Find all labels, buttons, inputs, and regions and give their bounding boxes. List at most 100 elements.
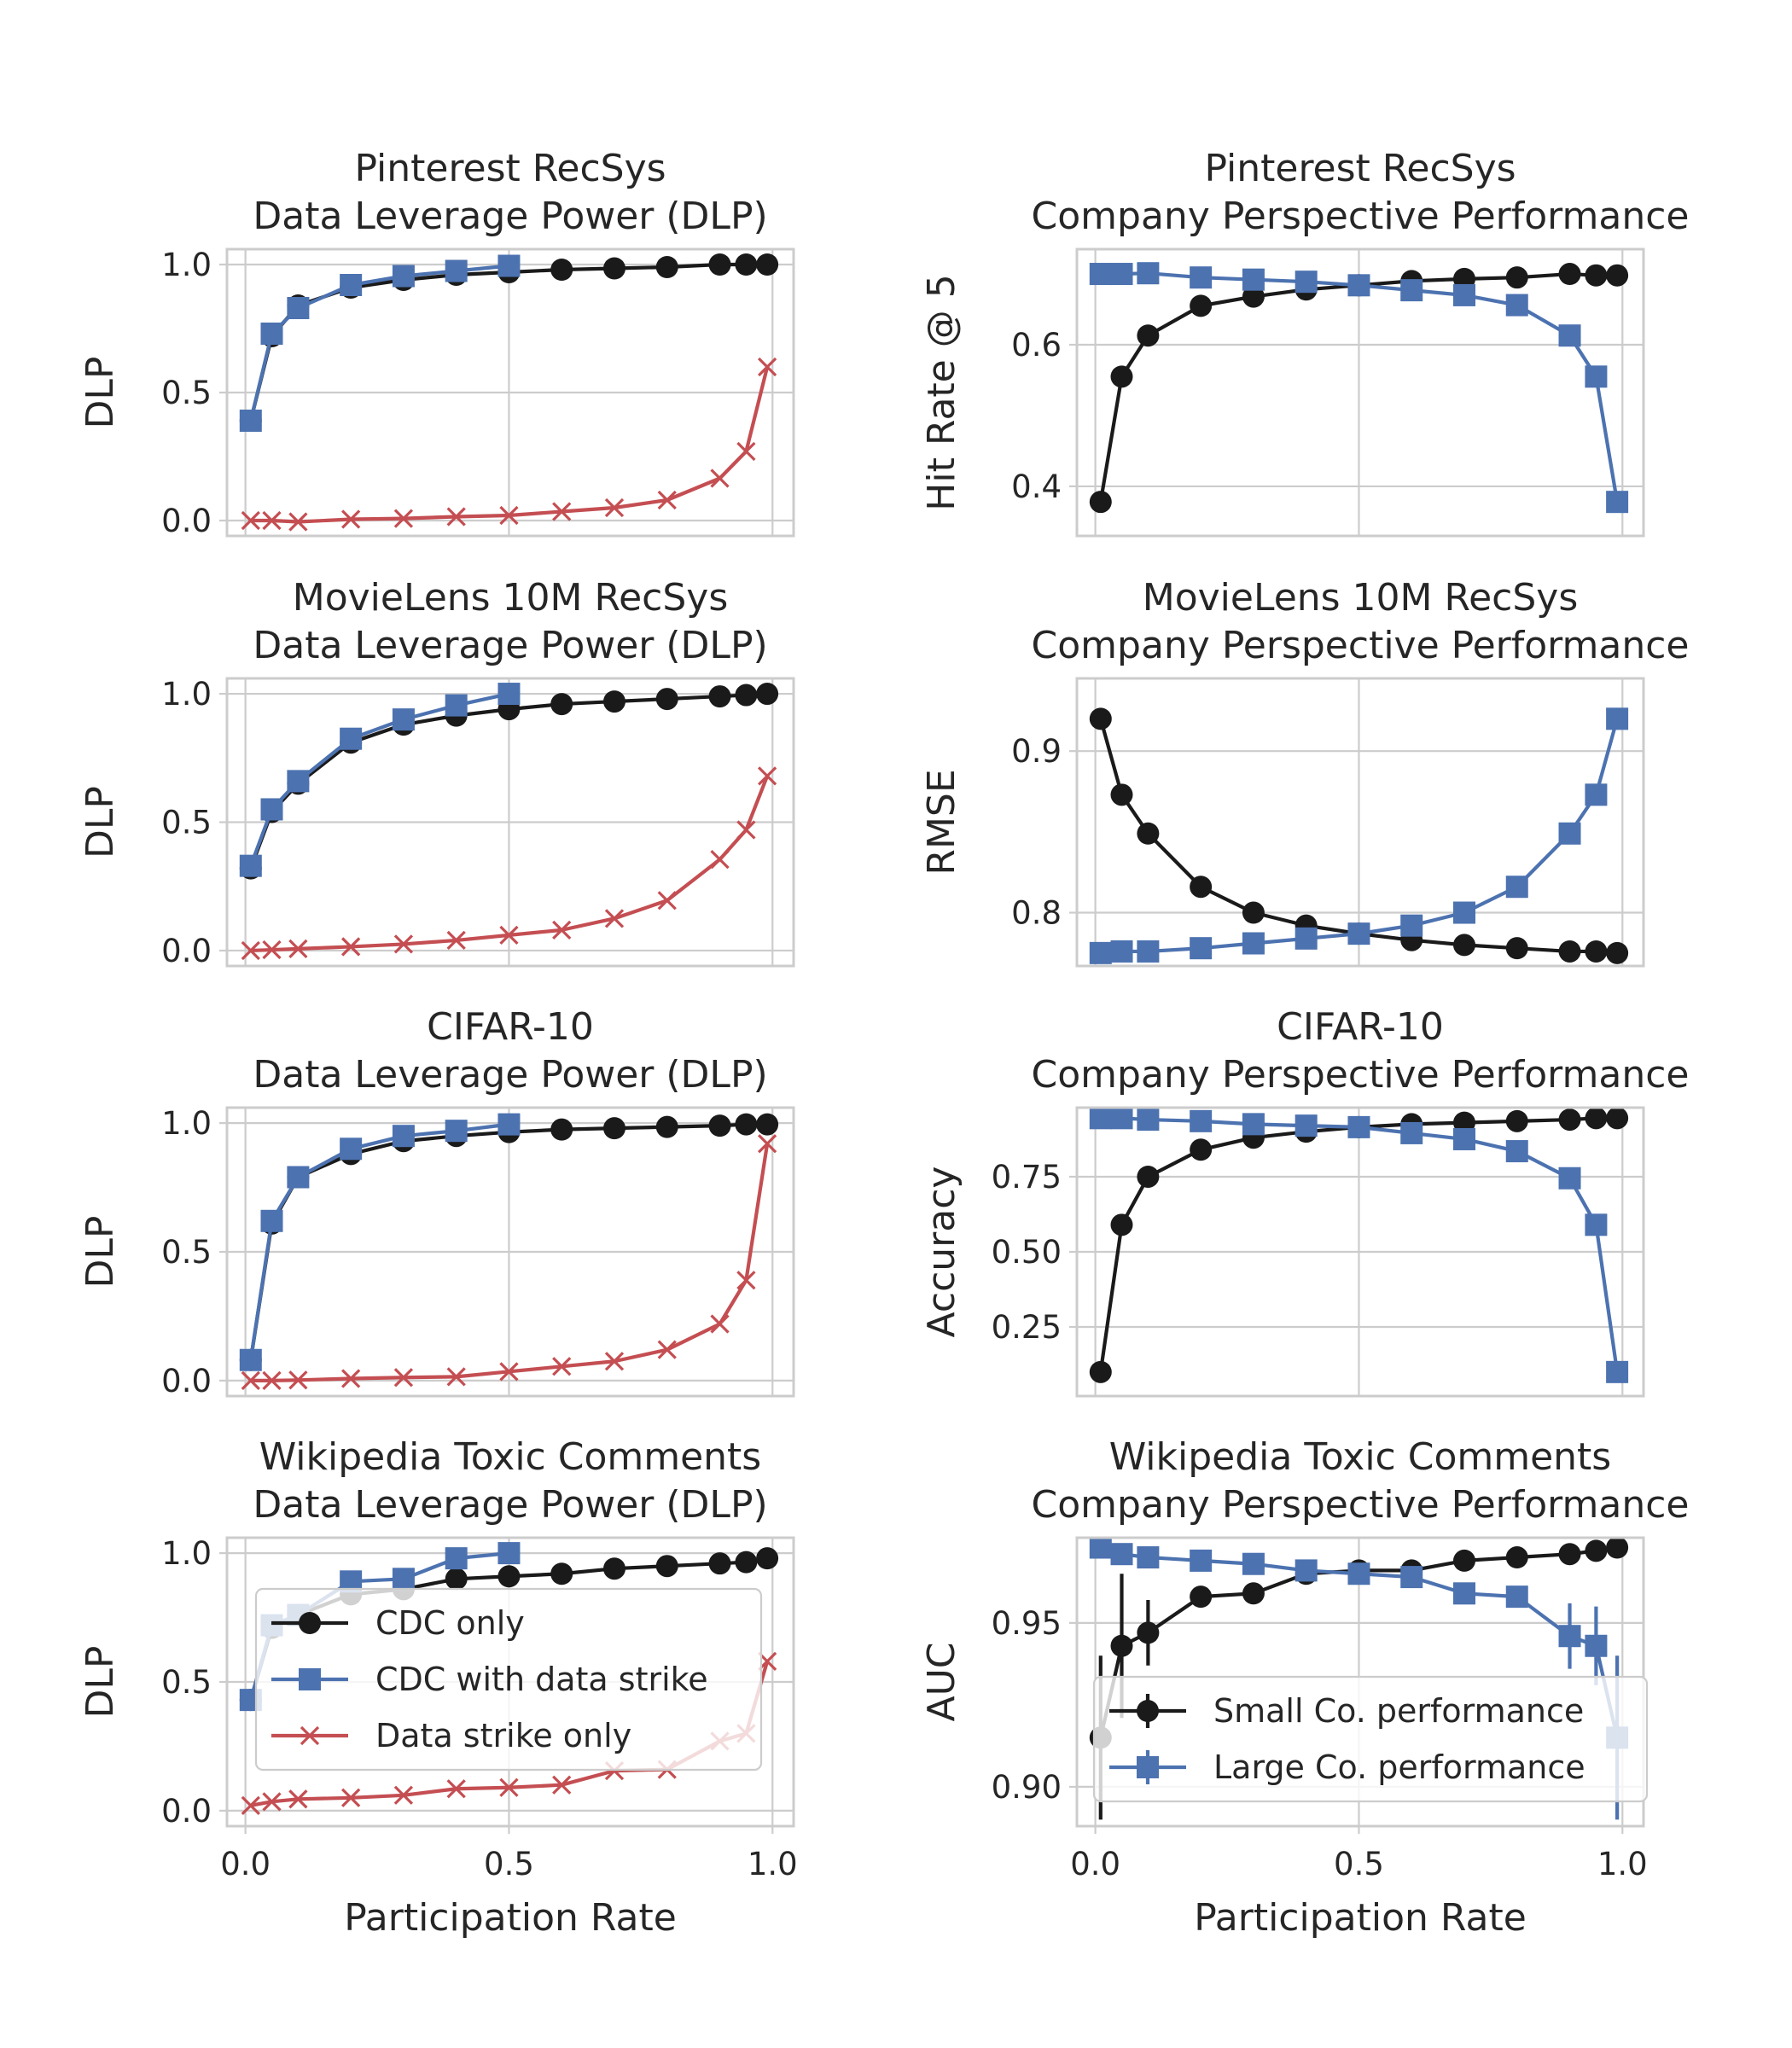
data-point — [655, 688, 678, 711]
y-axis-label: Accuracy — [920, 1167, 963, 1338]
data-point — [1089, 941, 1112, 964]
data-point — [288, 1370, 308, 1390]
data-point — [1242, 285, 1265, 308]
data-point — [1110, 1107, 1133, 1130]
legend-label: CDC with data strike — [375, 1661, 708, 1698]
subplot-title: Company Perspective Performance — [1032, 1483, 1690, 1527]
data-point — [550, 693, 573, 716]
data-point — [1452, 1127, 1475, 1150]
data-point — [392, 1568, 415, 1591]
data-point — [1585, 365, 1608, 388]
plot-frame — [1075, 677, 1645, 968]
data-point — [1295, 1559, 1318, 1582]
data-point — [1110, 783, 1133, 806]
data-point — [262, 1370, 282, 1391]
data-point — [1505, 266, 1528, 289]
plot-frame — [1075, 1106, 1645, 1398]
data-point — [655, 1115, 678, 1138]
data-point — [1585, 264, 1608, 287]
data-point — [1137, 940, 1160, 963]
data-point — [757, 766, 777, 786]
data-point — [239, 410, 262, 432]
data-point — [340, 1137, 363, 1161]
data-point — [262, 1792, 282, 1812]
data-point — [1242, 932, 1265, 955]
data-point — [1137, 1621, 1160, 1644]
data-point — [1190, 1138, 1213, 1161]
data-point — [655, 256, 678, 278]
plot-frame — [1075, 247, 1645, 538]
series-3 — [241, 1134, 777, 1391]
data-point — [1137, 822, 1160, 845]
data-point — [241, 940, 260, 961]
data-point — [708, 253, 731, 276]
data-point — [1110, 1213, 1133, 1236]
series-line — [248, 1122, 509, 1361]
data-point — [340, 727, 363, 750]
y-tick-label: 1.0 — [161, 1105, 212, 1142]
data-point — [1110, 1543, 1133, 1566]
data-point — [1452, 283, 1475, 306]
data-point — [446, 1779, 466, 1799]
y-axis-label: DLP — [79, 1646, 122, 1719]
data-point — [1295, 927, 1318, 950]
data-point — [1190, 876, 1213, 899]
data-point — [604, 1352, 625, 1371]
y-tick-label: 0.5 — [161, 375, 212, 411]
data-point — [392, 708, 415, 731]
subplot-1: Pinterest RecSys Data Leverage Power (DLP… — [79, 147, 795, 539]
data-point — [241, 1795, 260, 1815]
plot-frame — [225, 1106, 795, 1398]
data-point — [497, 1113, 521, 1136]
subplot-title: Company Perspective Performance — [1032, 1053, 1690, 1097]
data-point — [604, 909, 625, 928]
legend-label: Small Co. performance — [1213, 1692, 1584, 1730]
data-point — [1400, 1566, 1423, 1589]
data-point — [1606, 491, 1629, 514]
data-point — [260, 798, 283, 821]
data-point — [1505, 937, 1528, 960]
data-point — [260, 1209, 283, 1232]
x-tick-label: 0.0 — [1070, 1846, 1120, 1882]
data-point — [1558, 263, 1581, 286]
data-point — [341, 937, 361, 957]
series-3 — [241, 357, 777, 532]
data-point — [340, 274, 363, 296]
y-tick-label: 0.90 — [992, 1769, 1062, 1806]
data-point — [392, 265, 415, 288]
data-point — [1505, 1109, 1528, 1132]
x-tick-label: 0.5 — [484, 1846, 534, 1882]
legend-frame — [254, 1587, 763, 1772]
data-point — [497, 683, 521, 706]
data-point — [499, 1777, 519, 1797]
data-point — [1505, 1140, 1528, 1163]
data-point — [1295, 1114, 1318, 1137]
data-point — [341, 509, 361, 529]
data-point — [552, 1775, 572, 1795]
data-point — [1452, 901, 1475, 924]
data-point — [446, 1367, 466, 1387]
data-point — [287, 1166, 310, 1189]
series-2 — [239, 1113, 521, 1371]
data-point — [1242, 268, 1265, 291]
data-point — [736, 820, 756, 840]
plot-frame — [225, 677, 795, 968]
data-point — [550, 1562, 573, 1585]
data-point — [1347, 274, 1370, 297]
data-point — [393, 1368, 414, 1388]
data-point — [1089, 1536, 1112, 1559]
data-point — [262, 940, 282, 960]
data-point — [1452, 934, 1475, 957]
data-point — [239, 1348, 262, 1371]
x-tick-label: 0.0 — [220, 1846, 271, 1882]
legend-marker — [1137, 1756, 1159, 1778]
data-point — [1110, 263, 1133, 286]
data-point — [288, 939, 308, 958]
data-point — [499, 505, 519, 526]
data-point — [241, 510, 260, 531]
data-point — [260, 323, 283, 345]
data-point — [392, 1125, 415, 1148]
